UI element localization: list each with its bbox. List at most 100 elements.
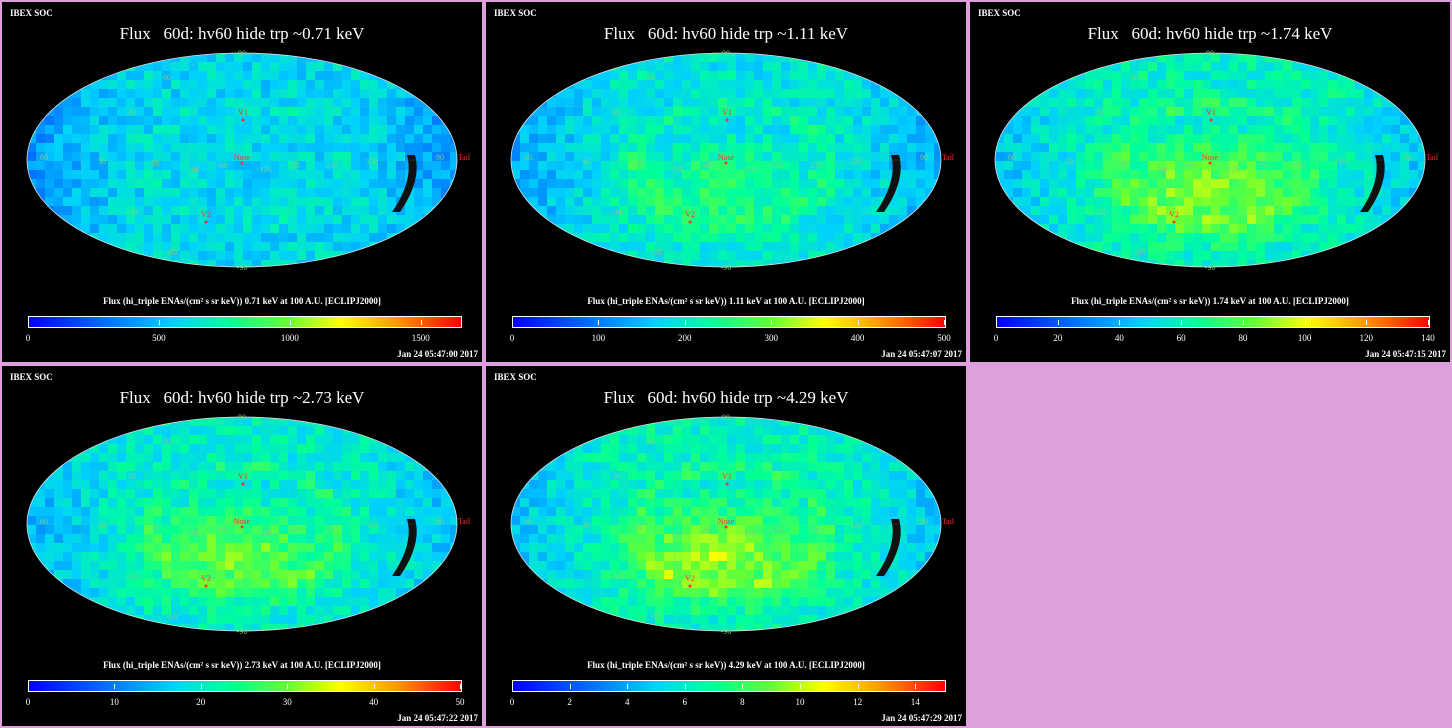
colorbar-tick-labels: 0 500 1000 1500 [25,333,460,345]
longitude-label: -90 [189,529,200,538]
colorbar-tick [627,684,629,689]
v1-label: V1 [722,108,732,117]
colorbar-caption: Flux (hi_triple ENAs/(cm² s sr keV)) 1.1… [587,296,865,306]
colorbar-tick-label: 0 [25,333,31,343]
latitude-label: -60 [651,248,662,257]
longitude-label: -90 [189,165,200,174]
v2-label: V2 [685,210,695,219]
colorbar-tick-label: 500 [937,333,951,343]
longitude-label: -60 [1185,161,1196,170]
longitude-label: 150 [810,525,822,534]
latitude-label: 30 [128,472,136,481]
longitude-label: 30 [98,521,106,530]
colorbar-caption: Flux (hi_triple ENAs/(cm² s sr keV)) 4.2… [587,660,865,670]
latitude-label: 30 [612,108,620,117]
colorbar-tick [1181,320,1183,325]
latitude-label: 90 [722,413,730,422]
longitude-label: 120 [850,521,862,530]
colorbar-tick-label: 40 [369,697,379,707]
latitude-label: 30 [1096,108,1104,117]
v1-label: V1 [238,472,248,481]
map-title: Flux 60d: hv60 hide trp ~1.74 keV [1087,24,1333,43]
nose-label: Nose [234,517,251,526]
timestamp: Jan 24 05:47:00 2017 [397,349,478,359]
longitude-label: 150 [1294,161,1306,170]
sky-map: Nose Tail V1 V2 -60 -90 -120 -150 150 120 90 60 30 -3… [510,413,955,636]
latitude-label: -30 [611,208,622,217]
colorbar-tick-label: 400 [850,333,865,343]
longitude-label: 90 [920,517,928,526]
longitude-label: 120 [366,157,378,166]
longitude-label: -30 [633,523,644,532]
longitude-label: 60 [40,517,48,526]
colorbar-tick-label: 200 [678,333,692,343]
longitude-label: -30 [1117,159,1128,168]
longitude-label: -60 [217,161,228,170]
longitude-label: -150 [769,525,784,534]
colorbar-tick [915,684,917,689]
sky-map: Nose Tail V1 V2 -60 -90 -120 -150 150 120 90 60 30 -3… [26,49,471,272]
longitude-label: -90 [1157,165,1168,174]
soc-label: IBEX SOC [10,372,53,382]
colorbar-tick [373,684,375,689]
latitude-label: -90 [237,263,248,272]
colorbar-tick-label: 0 [509,333,515,343]
latitude-label: -30 [127,572,138,581]
colorbar-tick [944,320,945,325]
nose-label: Nose [718,153,735,162]
colorbar-tick-label: 300 [764,333,778,343]
colorbar-tick-label: 50 [455,697,465,707]
map-title: Flux 60d: hv60 hide trp ~2.73 keV [119,388,365,407]
longitude-label: 120 [1334,157,1346,166]
colorbar-tick [1428,320,1429,325]
colorbar-tick-label: 30 [282,697,292,707]
longitude-label: -60 [701,525,712,534]
colorbar-tick-label: 80 [1238,333,1248,343]
longitude-label: -30 [633,159,644,168]
timestamp: Jan 24 05:47:15 2017 [1365,349,1446,359]
sky-map: Nose Tail V1 V2 -60 -90 -120 -150 150 120 90 60 30 -3… [994,49,1439,272]
colorbar-tick-label: 100 [591,333,606,343]
colorbar-tick [684,320,686,325]
flux-pixels [27,417,457,631]
timestamp: Jan 24 05:47:22 2017 [397,713,478,723]
tail-label: Tail [942,153,955,162]
v2-marker [688,584,692,588]
nose-label: Nose [234,153,251,162]
longitude-label: 60 [1008,153,1016,162]
colorbar-tick [460,684,461,689]
colorbar-tick [420,320,422,325]
colorbar-tick-labels: 0 10 20 30 40 50 [26,697,465,709]
v1-marker [725,118,729,122]
colorbar-tick-label: 14 [910,697,920,707]
longitude-label: 30 [582,521,590,530]
timestamp: Jan 24 05:47:07 2017 [881,349,962,359]
soc-label: IBEX SOC [494,8,537,18]
longitude-label: 60 [524,153,532,162]
nose-label: Nose [718,517,735,526]
timestamp: Jan 24 05:47:29 2017 [881,713,962,723]
colorbar-tick [1242,320,1244,325]
longitude-label: 90 [436,517,444,526]
latitude-label: -90 [721,627,732,636]
colorbar-tick-labels: 0 2 4 6 8 10 12 14 [510,697,944,709]
colorbar-tick [684,684,686,689]
v2-label: V2 [1169,210,1179,219]
panel-2: IBEX SOC Flux 60d: hv60 hide trp ~1.11 ke… [486,2,966,362]
colorbar [28,680,462,692]
longitude-label: 30 [582,157,590,166]
longitude-label: 150 [810,161,822,170]
tail-label: Tail [458,517,471,526]
longitude-label: -150 [285,525,300,534]
v2-marker [204,220,208,224]
colorbar-tick-label: 60 [1176,333,1186,343]
v1-marker [1209,118,1213,122]
soc-label: IBEX SOC [494,372,537,382]
colorbar-tick-label: 0 [993,333,999,343]
v1-marker [241,118,245,122]
nose-marker [240,161,244,165]
v1-marker [241,482,245,486]
map-title: Flux 60d: hv60 hide trp ~1.11 keV [603,24,849,43]
longitude-label: -150 [769,161,784,170]
colorbar-tick-labels: 0 100 200 300 400 500 [509,333,951,345]
